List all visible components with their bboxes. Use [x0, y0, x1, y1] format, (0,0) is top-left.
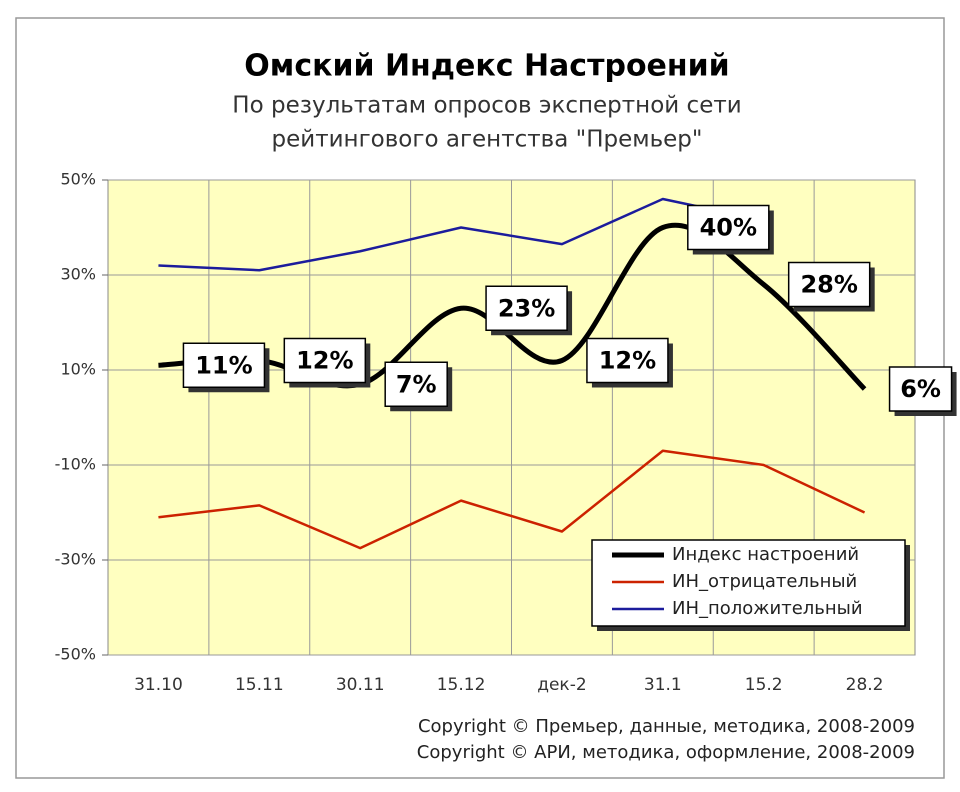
x-tick-label: 30.11: [336, 675, 385, 695]
series-line: [158, 449, 866, 550]
copyright: Copyright © Премьер, данные, методика, 2…: [418, 716, 915, 737]
y-tick-label: 30%: [60, 265, 96, 284]
chart-subtitle: рейтингового агентства "Премьер": [272, 127, 703, 153]
value-label-box: [182, 342, 266, 388]
value-label-box: [384, 361, 448, 407]
value-label-box: [283, 337, 367, 384]
value-label: 7%: [396, 370, 437, 398]
x-tick-label: дек-2: [537, 675, 586, 695]
value-label: 23%: [498, 294, 555, 322]
value-label: 12%: [296, 347, 353, 375]
value-label: 11%: [195, 351, 252, 379]
value-label: 28%: [800, 271, 857, 299]
x-tick-label: 15.12: [437, 675, 486, 695]
copyright: Copyright © АРИ, методика, оформление, 2…: [417, 742, 915, 763]
y-tick-label: -30%: [55, 550, 96, 569]
y-tick-label: -10%: [55, 455, 96, 474]
x-tick-label: 31.10: [134, 675, 183, 695]
value-label-box: [888, 366, 953, 412]
value-label: 6%: [900, 375, 941, 403]
value-label: 40%: [700, 214, 757, 242]
series-line: [158, 197, 764, 272]
x-tick-label: 28.2: [846, 675, 884, 695]
y-tick-label: 50%: [60, 170, 96, 189]
legend-label: Индекс настроений: [672, 544, 859, 565]
chart-subtitle: По результатам опросов экспертной сети: [232, 93, 741, 119]
value-label-box: [687, 204, 770, 251]
x-tick-label: 15.2: [745, 675, 783, 695]
legend-label: ИН_положительный: [672, 598, 863, 619]
value-label-box: [787, 261, 871, 308]
legend-label: ИН_отрицательный: [672, 571, 857, 592]
chart-title: Омский Индекс Настроений: [244, 49, 729, 84]
y-tick-label: -50%: [55, 645, 96, 664]
y-tick-label: 10%: [60, 360, 96, 379]
x-tick-label: 31.1: [644, 675, 682, 695]
x-tick-label: 15.11: [235, 675, 284, 695]
value-label-box: [485, 285, 568, 331]
value-label: 12%: [599, 347, 656, 375]
value-label-box: [586, 337, 669, 384]
